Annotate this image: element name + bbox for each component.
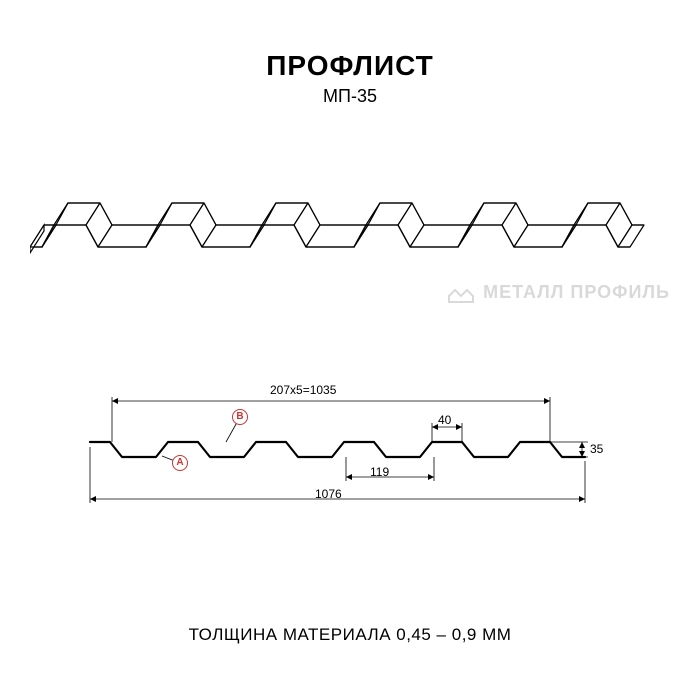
dim-bottom-label: 1076 — [315, 487, 342, 501]
dim-height-label: 35 — [590, 442, 603, 456]
marker-b-label: B — [236, 411, 243, 422]
dim-topflat-label: 40 — [438, 413, 451, 427]
dim-top-label: 207x5=1035 — [270, 383, 336, 397]
marker-b: B — [232, 409, 248, 425]
marker-a-label: A — [176, 457, 183, 468]
isometric-view — [30, 157, 670, 297]
isometric-profile-svg — [30, 157, 670, 297]
technical-profile-svg — [70, 357, 630, 527]
model-subtitle: МП-35 — [0, 86, 700, 107]
thickness-text: ТОЛЩИНА МАТЕРИАЛА 0,45 – 0,9 ММ — [0, 625, 700, 645]
marker-a: A — [172, 455, 188, 471]
page-title: ПРОФЛИСТ — [0, 50, 700, 82]
header: ПРОФЛИСТ МП-35 — [0, 0, 700, 107]
dim-pitch-label: 119 — [370, 465, 389, 479]
technical-drawing: 207x5=1035 1076 119 40 35 A B — [70, 357, 630, 527]
